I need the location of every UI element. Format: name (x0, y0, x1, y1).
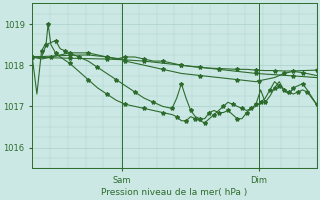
X-axis label: Pression niveau de la mer( hPa ): Pression niveau de la mer( hPa ) (101, 188, 247, 197)
